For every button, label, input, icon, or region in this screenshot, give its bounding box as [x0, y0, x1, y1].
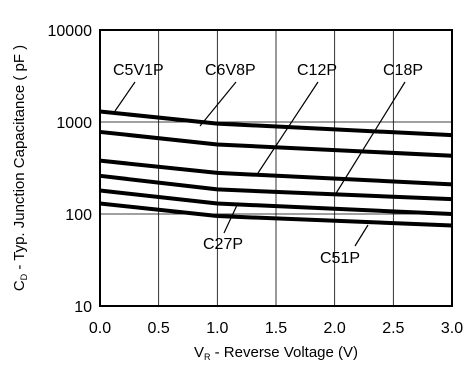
leader-line-c6v8p — [199, 81, 237, 127]
series-curves — [99, 109, 453, 228]
leader-line-c51p — [354, 224, 369, 247]
x-tick-label: 0.0 — [89, 320, 111, 337]
series-label-c51p: C51P — [320, 250, 360, 267]
series-label-c12p: C12P — [297, 62, 337, 79]
y-tick-label: 100 — [65, 207, 92, 224]
series-line-c51p — [99, 201, 453, 228]
series-label-c27p: C27P — [203, 236, 243, 253]
series-line-c12p — [99, 158, 453, 187]
y-tick-label: 10000 — [48, 23, 93, 40]
y-tick-label: 10 — [74, 299, 92, 316]
x-tick-labels: 0.0 0.5 1.0 1.5 2.0 2.5 3.0 — [89, 320, 463, 337]
series-line-c18p — [99, 173, 453, 202]
leader-line-c18p — [334, 81, 406, 196]
series-label-c18p: C18P — [383, 62, 423, 79]
y-tick-label: 1000 — [56, 115, 92, 132]
x-tick-label: 1.5 — [265, 320, 287, 337]
x-tick-label: 2.0 — [324, 320, 346, 337]
x-tick-label: 1.0 — [206, 320, 228, 337]
plot-frame — [99, 29, 453, 307]
annotation-leaders — [114, 81, 406, 247]
series-line-c27p — [99, 188, 453, 216]
x-tick-label: 0.5 — [148, 320, 170, 337]
leader-line-c12p — [257, 81, 319, 174]
series-line-c6v8p — [99, 129, 453, 158]
leader-line-c5v1p — [114, 81, 136, 112]
leader-line-c27p — [223, 202, 239, 234]
y-tick-labels: 10 100 1000 10000 — [48, 23, 93, 316]
annotation-labels: C5V1P C6V8P C12P C18P C27P C51P — [113, 62, 423, 267]
x-axis-title: VR - Reverse Voltage (V) — [194, 344, 358, 362]
y-axis-title: CD - Typ. Junction Capacitance ( pF ) — [11, 45, 29, 291]
series-label-c6v8p: C6V8P — [205, 62, 256, 79]
x-tick-label: 2.5 — [382, 320, 404, 337]
series-label-c5v1p: C5V1P — [113, 62, 164, 79]
x-tick-label: 3.0 — [441, 320, 463, 337]
